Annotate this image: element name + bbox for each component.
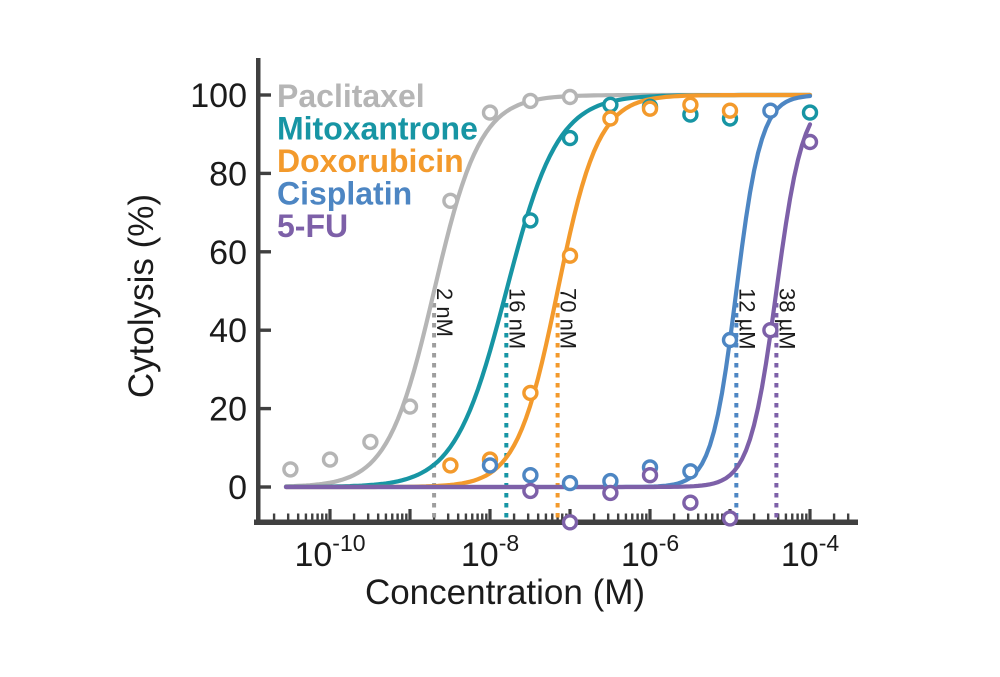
x-tick-label: 10-8 [461,530,519,574]
legend-item-cisplatin: Cisplatin [277,176,412,212]
ec50-label-5-fu: 38 µM [774,288,799,350]
point-5-fu [762,322,779,339]
point-5-fu [561,514,579,531]
axes: 0 20 40 60 80 100 10-10 10-8 10-6 10-4 [190,58,858,574]
point-mitoxantrone [522,212,539,229]
point-5-fu [682,494,699,511]
point-paclitaxel [442,192,459,210]
legend: PaclitaxelMitoxantroneDoxorubicinCisplat… [277,78,478,244]
ec50-label-mitoxantrone: 16 nM [504,288,529,349]
point-paclitaxel [481,104,499,121]
fitted-curves [283,92,813,490]
x-axis-spine [254,519,858,525]
ec50-label-doxorubicin: 70 nM [556,288,581,349]
point-paclitaxel [561,88,579,106]
point-paclitaxel [522,92,539,110]
point-5-fu [641,467,659,484]
y-tick-label: 20 [209,391,247,429]
legend-item-paclitaxel: Paclitaxel [277,78,425,114]
y-axis-spine [256,58,261,525]
point-paclitaxel [321,451,339,468]
x-tick-label: 10-10 [294,530,365,574]
point-mitoxantrone [602,96,619,114]
point-5-fu [801,133,819,151]
point-doxorubicin [522,384,539,402]
point-5-fu [602,484,619,502]
point-5-fu [522,482,539,500]
point-doxorubicin [602,110,619,127]
point-cisplatin [481,457,499,474]
ec50-label-cisplatin: 12 µM [734,288,759,350]
curve-5-fu [283,122,813,490]
point-doxorubicin [682,96,699,114]
point-mitoxantrone [561,129,579,147]
y-axis-title: Cytolysis (%) [122,194,161,398]
point-doxorubicin [641,100,659,117]
point-cisplatin [522,467,539,484]
point-mitoxantrone [801,104,819,121]
y-tick-label: 100 [190,77,247,115]
x-axis-title: Concentration (M) [365,573,645,612]
y-tick-label: 0 [228,469,247,507]
y-tick-label: 40 [209,312,247,350]
data-points [282,88,819,531]
point-cisplatin [762,102,779,119]
y-tick-label: 60 [209,234,247,272]
point-doxorubicin [442,457,459,474]
point-cisplatin [561,474,579,492]
x-tick-label: 10-6 [621,530,679,574]
y-tick-label: 80 [209,155,247,193]
legend-item-mitoxantrone: Mitoxantrone [277,111,478,147]
point-cisplatin [721,331,739,349]
point-doxorubicin [721,102,739,119]
point-doxorubicin [561,247,579,264]
legend-item-doxorubicin: Doxorubicin [277,143,464,179]
point-paclitaxel [401,398,419,415]
ec50-label-paclitaxel: 2 nM [432,288,457,337]
x-tick-label: 10-4 [781,530,839,574]
legend-item-5-fu: 5-FU [277,208,348,244]
point-paclitaxel [362,433,379,451]
point-cisplatin [682,463,699,480]
point-paclitaxel [282,461,299,478]
ec50-annotations: 2 nM 16 nM 70 nM 12 µM 38 µM [432,288,799,350]
point-5-fu [721,510,739,527]
